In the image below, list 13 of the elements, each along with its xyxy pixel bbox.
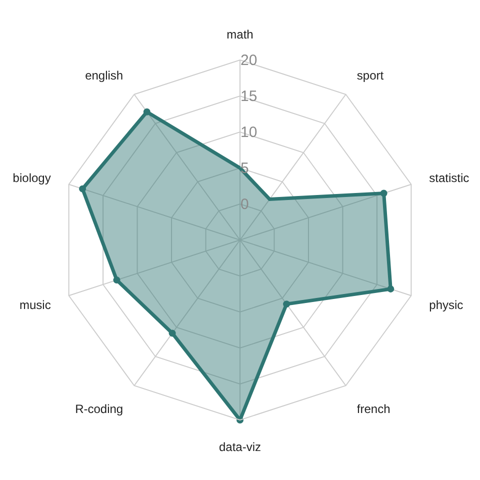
- spoke-label: french: [356, 402, 390, 416]
- y-tick-label: 20: [240, 52, 258, 69]
- y-tick-label: 15: [240, 88, 258, 105]
- spoke-label: data-viz: [218, 440, 262, 454]
- spoke-label: sport: [356, 68, 384, 83]
- spoke-label: math: [226, 28, 254, 42]
- spoke-label: music: [19, 298, 51, 312]
- spoke-label: R-coding: [75, 402, 124, 416]
- spoke-label: english: [85, 68, 124, 83]
- spoke-label: physic: [429, 298, 464, 312]
- y-tick-label: 10: [240, 124, 258, 141]
- spoke-label: statistic: [429, 170, 470, 185]
- spoke-label: biology: [12, 170, 51, 185]
